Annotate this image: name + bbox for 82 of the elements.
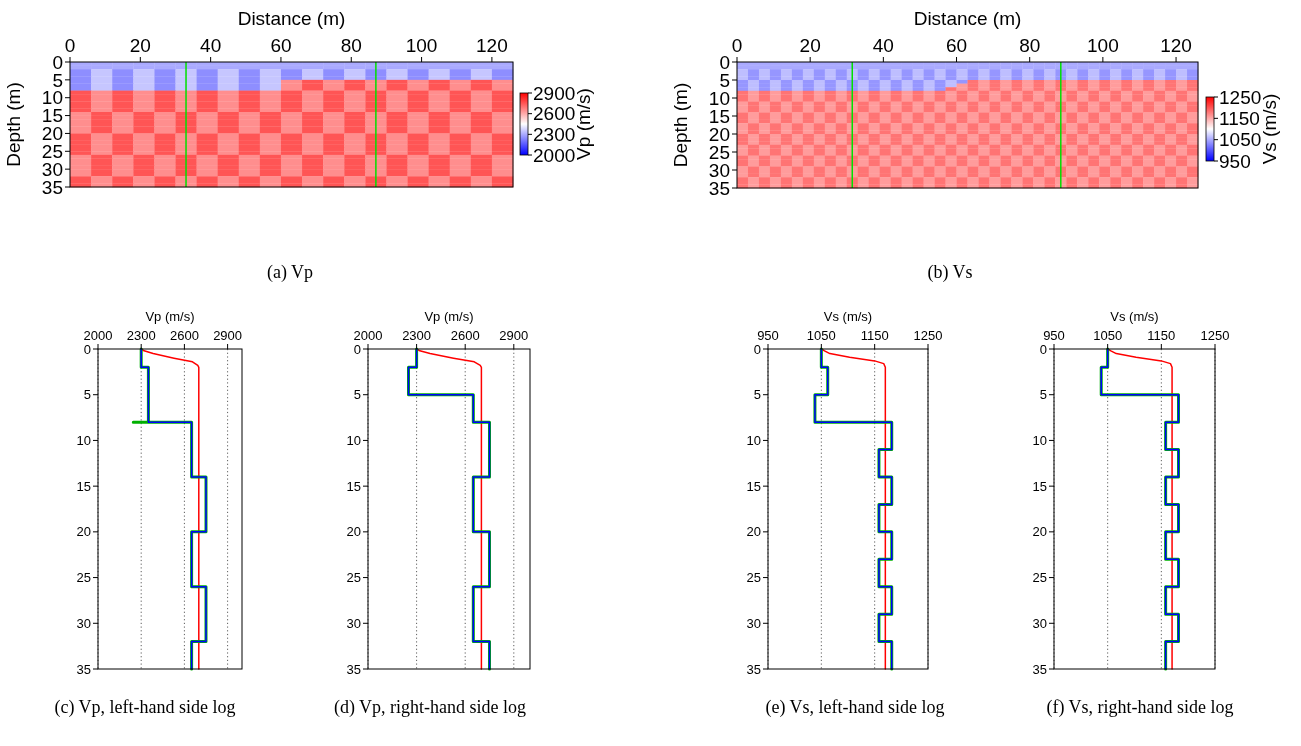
color-bar-label: 2600 [533,103,576,125]
x-tick-label: 1050 [1093,328,1123,343]
y-tick-label: 15 [1032,478,1047,494]
y-tick-label: 5 [353,387,361,403]
color-bar-label: 1050 [1219,129,1262,151]
x-tick-label: 2900 [499,328,529,343]
y-tick-label: 5 [1039,387,1047,403]
y-tick-label: 30 [76,615,91,631]
text: (a) Vp [266,262,314,283]
x-tick-label: 1150 [860,328,889,343]
y-tick-label: 20 [346,524,361,540]
text: (d) Vp, right-hand side log [333,697,527,718]
text: (e) Vs, left-hand side log [765,697,945,718]
y-tick-label: 35 [76,661,91,677]
y-tick-label: 20 [746,524,761,540]
y-tick-label: 0 [1039,341,1047,357]
y-tick-label: 15 [76,478,91,494]
y-axis-title: Depth (m) [670,82,691,168]
x-tick-label: 20 [799,35,821,56]
x-axis-title: Vs (m/s) [823,309,873,324]
y-tick-label: 25 [346,570,361,586]
y-tick-label: 10 [346,432,361,448]
x-tick-label: 2300 [402,328,432,343]
x-tick-label: 80 [340,35,362,56]
y-tick-label: 25 [76,570,91,586]
y-tick-label: 0 [753,341,761,357]
x-tick-label: 2000 [353,328,383,343]
x-tick-label: 100 [1087,35,1119,56]
y-tick-label: 35 [346,661,361,677]
x-tick-label: 2600 [169,328,199,343]
y-tick-label: 25 [746,570,761,586]
color-bar-label: 950 [1219,150,1251,172]
color-bar-label: 2300 [533,123,576,145]
color-bar-label: 1250 [1219,86,1262,108]
color-bar-label: 2000 [533,144,576,166]
y-tick-label: 10 [76,432,91,448]
x-tick-label: 40 [200,35,222,56]
y-tick-label: 0 [353,341,361,357]
text: (b) Vs [927,262,973,283]
y-tick-label: 15 [746,478,761,494]
y-tick-label: 20 [1032,524,1047,540]
x-tick-label: 80 [1019,35,1041,56]
y-tick-label: 20 [76,524,91,540]
y-tick-label: 35 [746,661,761,677]
x-tick-label: 2900 [213,328,243,343]
x-tick-label: 1150 [1147,328,1176,343]
x-tick-label: 2300 [126,328,156,343]
x-tick-label: 1250 [1200,328,1230,343]
x-tick-label: 950 [757,328,779,343]
x-tick-label: 2600 [450,328,480,343]
color-bar-label: 2900 [533,82,576,104]
x-axis-title: Vp (m/s) [145,309,195,324]
text: (c) Vp, left-hand side log [54,697,236,718]
y-tick-label: 35 [1032,661,1047,677]
x-tick-label: 2000 [83,328,113,343]
y-tick-label: 30 [346,615,361,631]
x-axis-title: Vs (m/s) [1110,309,1159,324]
x-tick-label: 40 [872,35,894,56]
x-tick-label: 1250 [913,328,943,343]
x-tick-label: 100 [405,35,438,56]
x-tick-label: 60 [270,35,292,56]
x-tick-label: 120 [476,35,508,56]
y-tick-label: 10 [746,432,761,448]
color-bar-label: 1150 [1219,107,1260,129]
text: (f) Vs, right-hand side log [1046,697,1234,718]
y-tick-label: 5 [83,387,91,403]
x-axis-title: Distance (m) [913,8,1022,29]
y-tick-label: 5 [753,387,761,403]
y-tick-label: 25 [1032,570,1047,586]
y-tick-label: 10 [1032,432,1047,448]
x-axis-title: Vp (m/s) [424,309,474,324]
x-tick-label: 60 [945,35,968,56]
y-tick-label: 15 [346,478,361,494]
x-tick-label: 120 [1160,35,1192,56]
x-tick-label: 950 [1043,328,1065,343]
x-tick-label: 20 [129,35,151,56]
y-tick-label: 30 [746,615,761,631]
x-axis-title: Distance (m) [237,8,346,29]
y-tick-label: 30 [1032,615,1047,631]
y-tick-label: 0 [83,341,91,357]
x-tick-label: 1050 [806,328,836,343]
y-axis-title: Depth (m) [3,82,24,167]
